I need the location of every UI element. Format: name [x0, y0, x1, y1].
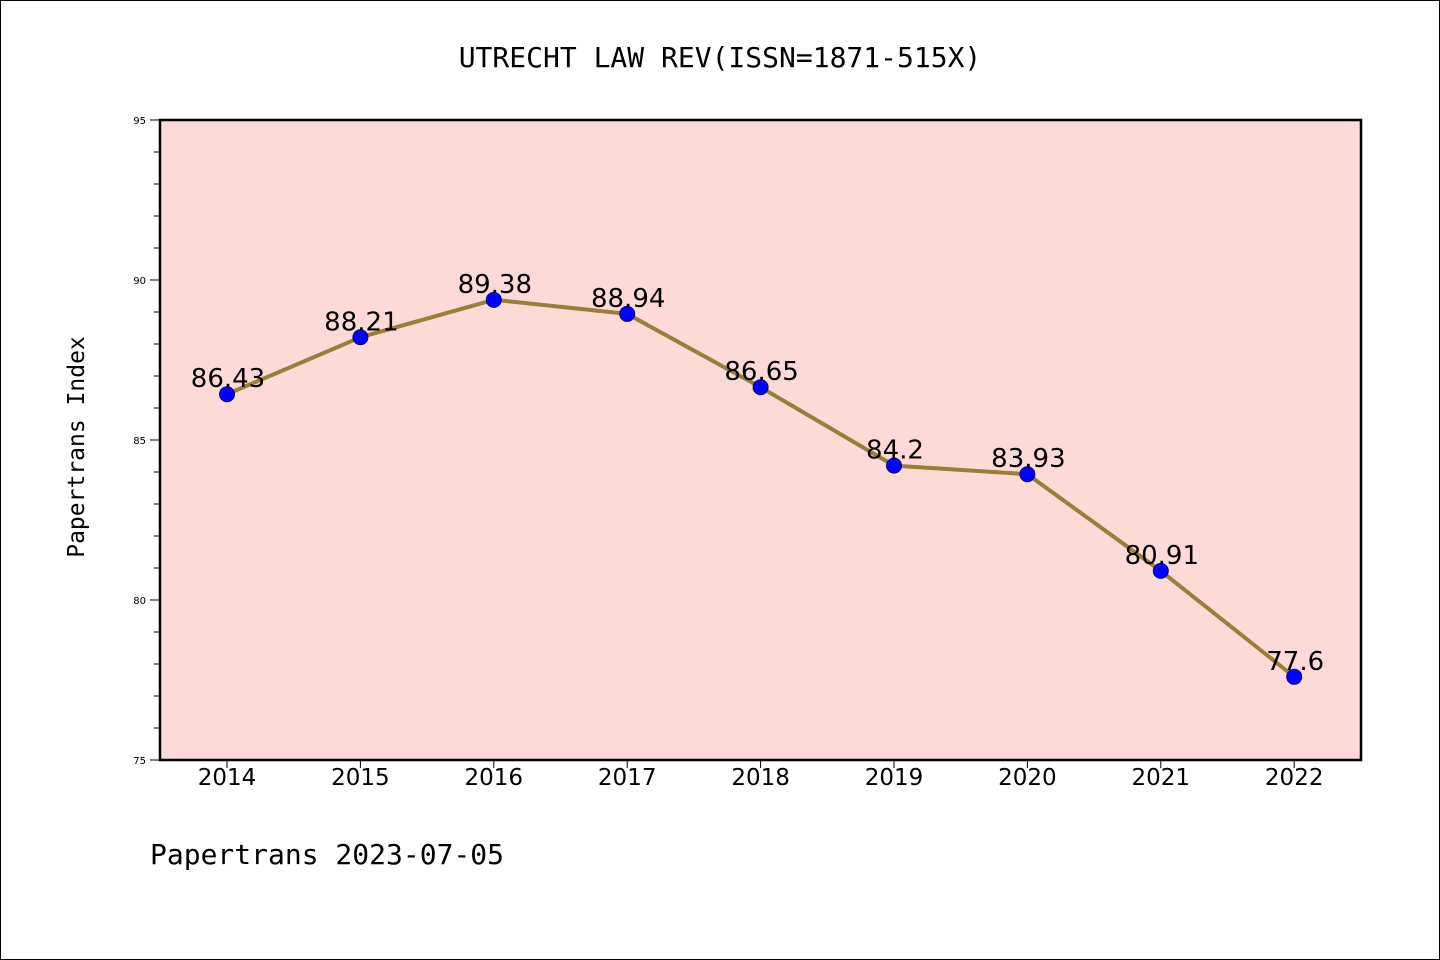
y-axis-label: Papertrans Index: [64, 336, 90, 558]
x-tick-label: 2016: [465, 765, 524, 791]
data-label: 77.6: [1266, 647, 1324, 677]
y-axis: 75 80 85 90 95: [133, 116, 160, 767]
data-label: 89.38: [458, 270, 532, 300]
chart-title: UTRECHT LAW REV(ISSN=1871-515X): [459, 41, 982, 74]
data-point: [886, 457, 902, 474]
x-tick-label: 2022: [1265, 765, 1324, 791]
data-label: 84.2: [866, 436, 924, 466]
data-label: 86.65: [724, 357, 798, 387]
plot-border: [158, 118, 1363, 762]
y-tick-label: 75: [133, 756, 146, 767]
data-label: 83.93: [991, 444, 1065, 474]
x-tick-label: 2019: [865, 765, 924, 791]
data-label: 80.91: [1125, 541, 1199, 571]
data-point: [1019, 466, 1036, 483]
x-tick-label: 2020: [998, 765, 1057, 791]
data-point: [1286, 668, 1303, 685]
data-point: [352, 329, 369, 346]
data-point: [485, 291, 502, 308]
data-label: 86.43: [191, 364, 265, 394]
x-tick-label: 2018: [731, 765, 790, 791]
y-tick-label: 85: [133, 436, 146, 447]
data-point: [1152, 562, 1169, 579]
data-label: 88.94: [591, 284, 665, 314]
y-tick-label: 90: [133, 276, 146, 287]
y-tick-label: 95: [133, 116, 146, 127]
data-point: [219, 386, 235, 403]
data-label: 88.21: [324, 307, 398, 337]
y-tick-label: 80: [133, 596, 146, 607]
series-markers: [219, 291, 1303, 685]
x-tick-label: 2014: [198, 765, 257, 791]
footer-credit: Papertrans 2023-07-05: [150, 838, 504, 871]
data-labels: 86.43 88.21 89.38 88.94 86.65 84.2 83.93 80.91 7…: [191, 270, 1324, 677]
plot-area: [160, 120, 1361, 760]
data-point: [619, 305, 636, 322]
x-tick-label: 2015: [331, 765, 390, 791]
x-axis: 2014 2015 2016 2017 2018 2019 2020 2021 2022: [198, 760, 1324, 791]
x-tick-label: 2017: [598, 765, 657, 791]
data-point: [752, 379, 769, 396]
x-tick-label: 2021: [1132, 765, 1191, 791]
